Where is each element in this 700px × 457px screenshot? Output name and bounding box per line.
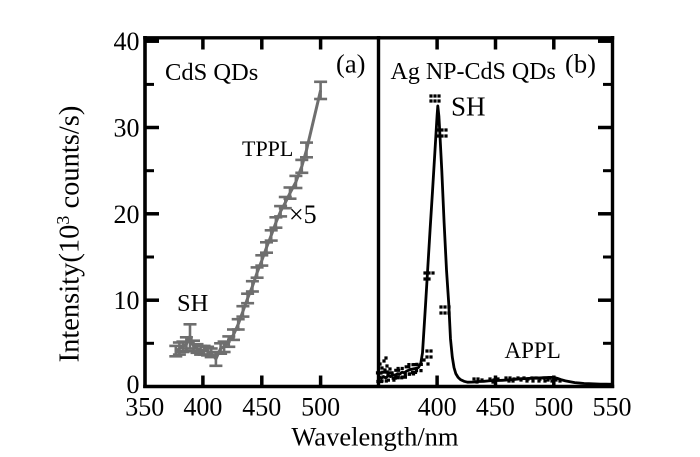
svg-text:500: 500 (534, 393, 573, 422)
svg-text:20: 20 (114, 200, 140, 229)
svg-text:450: 450 (242, 393, 281, 422)
svg-text:CdS QDs: CdS QDs (165, 59, 258, 86)
svg-text:400: 400 (183, 393, 222, 422)
svg-text:(b): (b) (565, 49, 596, 79)
svg-text:APPL: APPL (505, 338, 561, 363)
svg-text:400: 400 (418, 393, 457, 422)
svg-text:Ag NP-CdS QDs: Ag NP-CdS QDs (391, 59, 556, 85)
svg-text:Intensity(103 counts/s): Intensity(103 counts/s) (53, 106, 86, 363)
svg-text:350: 350 (125, 393, 164, 422)
svg-text:SH: SH (177, 290, 208, 317)
svg-text:Wavelength/nm: Wavelength/nm (291, 422, 459, 452)
svg-text:×5: ×5 (289, 200, 317, 229)
svg-text:550: 550 (593, 393, 632, 422)
svg-text:10: 10 (114, 286, 140, 315)
svg-text:(a): (a) (336, 49, 365, 79)
svg-text:500: 500 (301, 393, 340, 422)
svg-text:TPPL: TPPL (242, 136, 293, 161)
svg-text:SH: SH (451, 92, 486, 122)
svg-text:450: 450 (476, 393, 515, 422)
svg-text:0: 0 (127, 370, 140, 399)
svg-text:40: 40 (114, 27, 140, 56)
svg-text:30: 30 (114, 114, 140, 143)
